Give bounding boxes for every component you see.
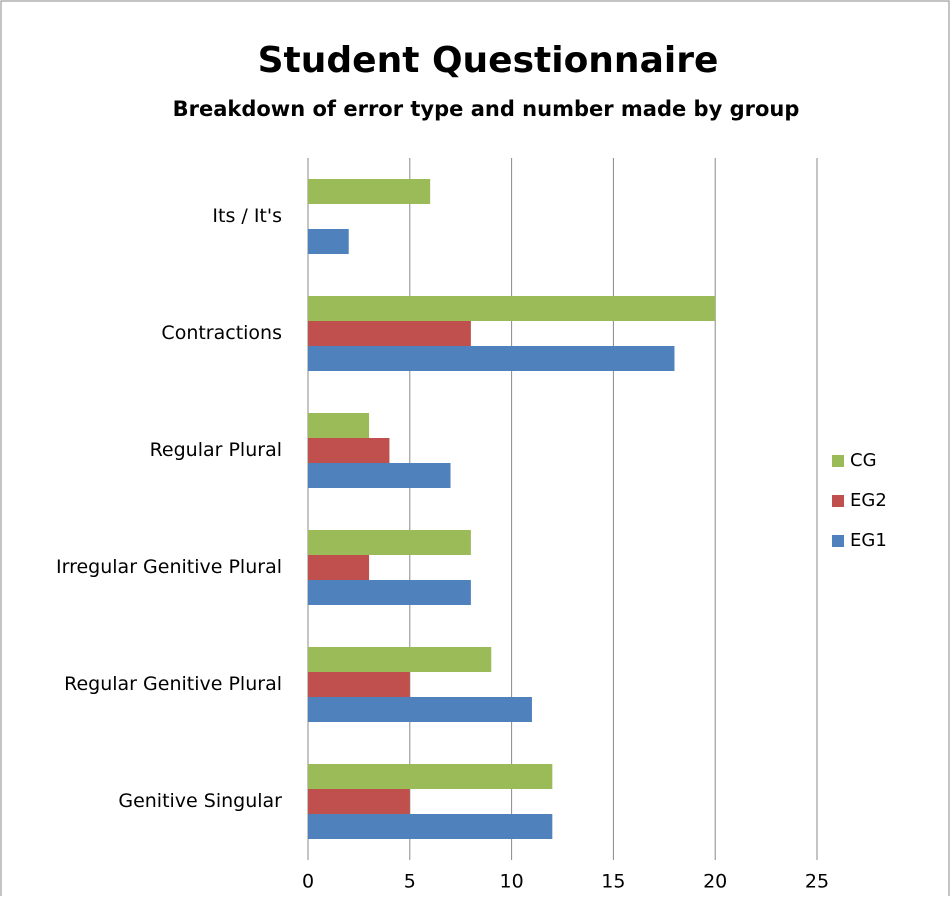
- bar: [308, 697, 532, 722]
- bar: [308, 346, 675, 371]
- bar: [308, 296, 716, 321]
- y-tick-label: Contractions: [161, 322, 282, 344]
- bar: [308, 555, 370, 580]
- bar: [308, 647, 492, 672]
- bar: [308, 438, 390, 463]
- legend-label: EG2: [850, 490, 887, 511]
- x-tick-label: 20: [703, 871, 727, 893]
- x-tick-label: 15: [601, 871, 625, 893]
- y-tick-label: Regular Plural: [150, 439, 282, 461]
- legend-swatch: [832, 455, 844, 467]
- bar: [308, 463, 451, 488]
- x-tick-label: 0: [302, 871, 314, 893]
- legend-label: CG: [850, 450, 877, 471]
- x-tick-label: 25: [805, 871, 829, 893]
- legend-swatch: [832, 495, 844, 507]
- legend-swatch: [832, 535, 844, 547]
- bar: [308, 672, 410, 697]
- bar: [308, 789, 410, 814]
- bar: [308, 179, 431, 204]
- chart-title: Student Questionnaire: [258, 40, 719, 81]
- y-tick-label: Irregular Genitive Plural: [56, 556, 282, 578]
- bar: [308, 413, 370, 438]
- legend-label: EG1: [850, 530, 887, 551]
- bar: [308, 814, 553, 839]
- bar: [308, 764, 553, 789]
- x-tick-label: 10: [500, 871, 524, 893]
- x-tick-label: 5: [404, 871, 416, 893]
- chart-subtitle: Breakdown of error type and number made …: [173, 97, 800, 121]
- bar: [308, 580, 471, 605]
- bar: [308, 229, 349, 254]
- y-tick-label: Genitive Singular: [118, 790, 282, 812]
- y-tick-label: Regular Genitive Plural: [64, 673, 282, 695]
- bar: [308, 530, 471, 555]
- bar: [308, 321, 471, 346]
- y-tick-label: Its / It's: [212, 205, 282, 227]
